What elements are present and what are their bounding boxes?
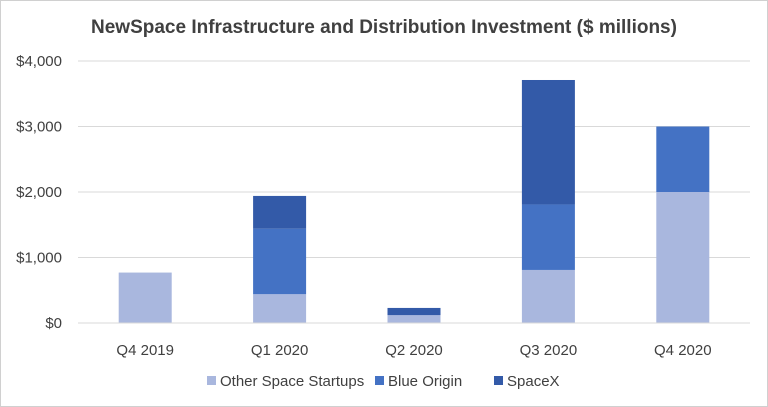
bar-segment	[387, 315, 441, 323]
x-axis-ticks: Q4 2019 Q1 2020 Q2 2020 Q3 2020 Q4 2020	[116, 342, 711, 359]
bar-segment	[656, 192, 710, 323]
legend-item: Blue Origin	[375, 373, 462, 390]
legend-swatch	[494, 376, 503, 385]
y-tick-label: $0	[45, 315, 62, 332]
legend-swatch	[375, 376, 384, 385]
y-tick-label: $2,000	[16, 184, 62, 201]
bar-segment	[521, 79, 575, 205]
x-tick-label: Q4 2019	[116, 342, 174, 359]
bar-segment	[253, 294, 307, 323]
x-tick-label: Q1 2020	[251, 342, 309, 359]
bar-segment	[253, 228, 307, 295]
bar-segment	[253, 195, 307, 229]
bar-segment	[521, 204, 575, 270]
bars	[118, 79, 710, 323]
legend: Other Space Startups Blue Origin SpaceX	[207, 373, 560, 390]
x-tick-label: Q3 2020	[520, 342, 578, 359]
bar-segment	[521, 269, 575, 323]
y-tick-label: $3,000	[16, 119, 62, 136]
legend-swatch	[207, 376, 216, 385]
legend-label: SpaceX	[507, 373, 560, 390]
chart-title: NewSpace Infrastructure and Distribution…	[91, 17, 677, 38]
bar-segment	[387, 307, 441, 316]
bar-segment	[656, 126, 710, 192]
legend-item: Other Space Startups	[207, 373, 364, 390]
y-tick-label: $1,000	[16, 250, 62, 267]
legend-item: SpaceX	[494, 373, 560, 390]
y-tick-label: $4,000	[16, 53, 62, 70]
x-tick-label: Q2 2020	[385, 342, 443, 359]
legend-label: Other Space Startups	[220, 373, 364, 390]
x-tick-label: Q4 2020	[654, 342, 712, 359]
legend-label: Blue Origin	[388, 373, 462, 390]
bar-segment	[118, 272, 172, 323]
y-axis-ticks: $0 $1,000 $2,000 $3,000 $4,000	[16, 53, 62, 332]
gridlines	[78, 60, 750, 258]
